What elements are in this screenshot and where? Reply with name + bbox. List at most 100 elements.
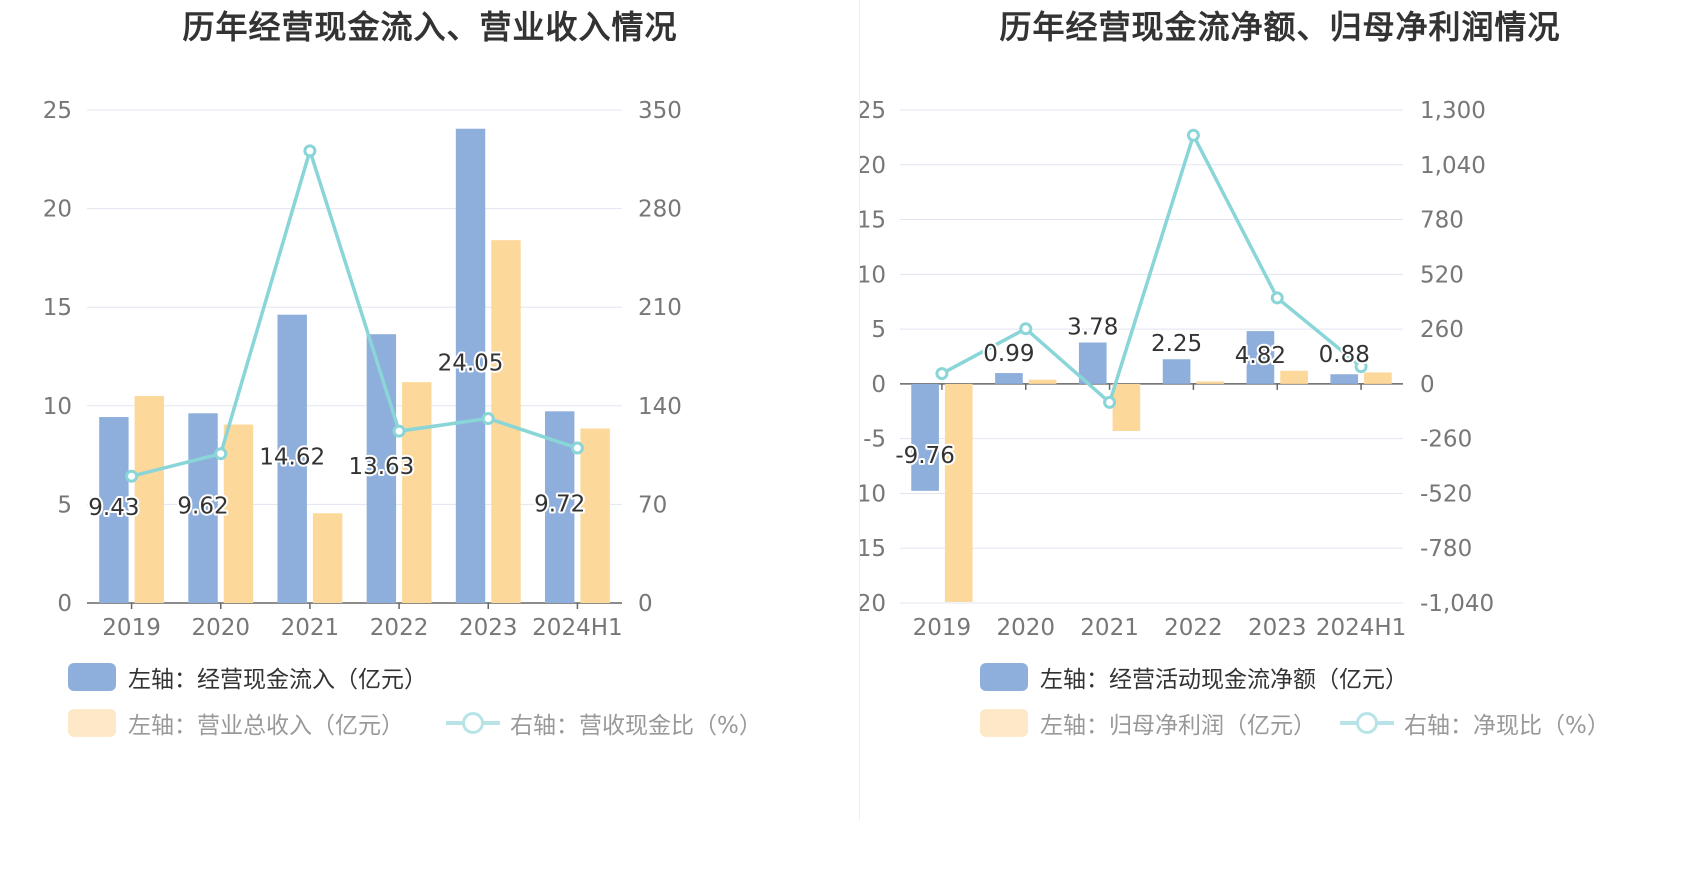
legend-label: 右轴：营收现金比（%） xyxy=(510,713,762,739)
left-legend-revenue[interactable]: 左轴：营业总收入（亿元） xyxy=(68,706,404,740)
bar-1 xyxy=(188,413,218,603)
bar-2 xyxy=(277,314,307,603)
left-axis-tick: 15 xyxy=(860,208,886,234)
data-label: 2.25 xyxy=(1151,331,1202,357)
data-label: 0.88 xyxy=(1319,342,1370,368)
left-axis-tick: 15 xyxy=(43,295,72,321)
line-point-3 xyxy=(1186,128,1200,142)
right-axis-tick: 280 xyxy=(638,197,682,223)
legend-label: 左轴：经营现金流入（亿元） xyxy=(128,667,427,693)
left-axis-tick: 10 xyxy=(860,262,886,288)
left-axis-tick: 0 xyxy=(57,591,72,617)
legend-label: 左轴：经营活动现金流净额（亿元） xyxy=(1040,667,1408,693)
right-axis-tick: 1,300 xyxy=(1420,98,1486,124)
bar-secondary-3 xyxy=(402,382,432,603)
line-point-2 xyxy=(1103,395,1117,409)
right-legend-net-cash-flow[interactable]: 左轴：经营活动现金流净额（亿元） xyxy=(980,660,1408,694)
bar-4 xyxy=(1246,331,1275,384)
line-point-2 xyxy=(303,144,317,158)
line-point-4 xyxy=(1270,291,1284,305)
bar-secondary-1 xyxy=(1028,379,1057,384)
left-legend-cash-ratio[interactable]: 右轴：营收现金比（%） xyxy=(446,706,762,740)
legend-swatch-blue xyxy=(980,663,1028,691)
bar-secondary-1 xyxy=(223,424,254,603)
x-axis-tick: 2019 xyxy=(913,615,972,641)
x-axis-tick: 2024H1 xyxy=(532,615,622,641)
left-axis-tick: 25 xyxy=(860,98,886,124)
right-axis-tick: -1,040 xyxy=(1420,591,1494,617)
left-axis-tick: -5 xyxy=(863,427,886,453)
right-axis-tick: -260 xyxy=(1420,427,1472,453)
x-axis-tick: 2023 xyxy=(1248,615,1307,641)
bar-5 xyxy=(1330,374,1359,384)
bar-3 xyxy=(1162,359,1191,384)
data-label: 4.82 xyxy=(1235,343,1286,369)
x-axis-tick: 2020 xyxy=(996,615,1055,641)
data-label: 9.62 xyxy=(177,493,228,519)
bar-0 xyxy=(99,417,129,603)
line-point-4 xyxy=(481,411,495,425)
line-point-3 xyxy=(392,424,406,438)
legend-label: 左轴：归母净利润（亿元） xyxy=(1040,713,1316,739)
bar-0 xyxy=(911,383,939,491)
bar-secondary-5 xyxy=(1364,372,1392,384)
left-chart-panel: 历年经营现金流入、营业收入情况 0 5 10 15 20 25 0 70 140 210 280 35… xyxy=(43,8,762,740)
data-label: 9.72 xyxy=(534,491,585,517)
right-legend-net-profit[interactable]: 左轴：归母净利润（亿元） xyxy=(980,706,1316,740)
legend-label: 右轴：净现比（%） xyxy=(1404,713,1610,739)
left-legend-cash-inflow[interactable]: 左轴：经营现金流入（亿元） xyxy=(68,660,427,694)
bar-2 xyxy=(1078,342,1107,384)
right-axis-tick: 0 xyxy=(1420,372,1435,398)
line-point-1 xyxy=(1019,322,1033,336)
legend-label: 左轴：营业总收入（亿元） xyxy=(128,713,404,739)
bar-secondary-2 xyxy=(312,513,343,603)
right-chart-panel: 历年经营现金流净额、归母净利润情况 -20-15-10-50510152025-… xyxy=(860,0,1700,874)
data-label: 13.63 xyxy=(348,454,414,480)
x-axis-tick: 2020 xyxy=(191,615,250,641)
left-axis-tick: -20 xyxy=(860,591,886,617)
data-label: 24.05 xyxy=(438,351,504,377)
line-point-1 xyxy=(214,447,228,461)
right-axis-tick: 1,040 xyxy=(1420,153,1486,179)
left-axis-tick: 20 xyxy=(860,153,886,179)
left-axis-tick: 0 xyxy=(871,372,886,398)
right-axis-tick: -520 xyxy=(1420,481,1472,507)
left-axis-tick: 5 xyxy=(57,492,72,518)
right-axis-tick: 520 xyxy=(1420,262,1464,288)
line-point-5 xyxy=(1354,360,1368,374)
legend-line-marker xyxy=(1340,709,1394,737)
data-label: 0.99 xyxy=(983,341,1034,367)
legend-swatch-blue xyxy=(68,663,116,691)
panel-divider xyxy=(859,0,860,820)
line-series xyxy=(131,144,578,478)
bar-4 xyxy=(455,128,486,603)
bar-secondary-2 xyxy=(1112,383,1141,431)
data-label: 3.78 xyxy=(1067,314,1118,340)
right-axis-tick: 140 xyxy=(638,394,682,420)
legend-swatch-yellow xyxy=(68,709,116,737)
left-axis-tick: 25 xyxy=(43,98,72,124)
line-series xyxy=(941,130,1363,406)
left-chart-plot: 0 5 10 15 20 25 0 70 140 210 280 350 2019 2020 2021 202… xyxy=(43,98,682,641)
right-axis-tick: 780 xyxy=(1420,208,1464,234)
data-label: -9.76 xyxy=(895,443,955,469)
right-axis-tick: 70 xyxy=(638,492,667,518)
left-axis-tick: 5 xyxy=(871,317,886,343)
left-axis-tick: 10 xyxy=(43,394,72,420)
line-point-5 xyxy=(570,441,584,455)
x-axis-tick: 2019 xyxy=(102,615,161,641)
right-chart-title: 历年经营现金流净额、归母净利润情况 xyxy=(999,8,1561,46)
x-axis-tick: 2024H1 xyxy=(1316,615,1406,641)
left-chart-title: 历年经营现金流入、营业收入情况 xyxy=(182,8,678,46)
right-legend-net-cash-ratio[interactable]: 右轴：净现比（%） xyxy=(1340,706,1610,740)
x-axis-tick: 2022 xyxy=(1164,615,1223,641)
left-axis-tick: -15 xyxy=(860,536,886,562)
bar-secondary-0 xyxy=(944,383,973,602)
data-label: 14.62 xyxy=(259,445,325,471)
right-axis-tick: 260 xyxy=(1420,317,1464,343)
left-axis-tick: 20 xyxy=(43,197,72,223)
x-axis-tick: 2023 xyxy=(459,615,518,641)
right-chart-plot: -20 -15 -10 -5 0 5 10 15 20 25 -1,040 -780 -520 -260 0… xyxy=(860,98,1494,641)
bar-secondary-5 xyxy=(580,428,610,603)
bar-secondary-3 xyxy=(1196,381,1225,384)
